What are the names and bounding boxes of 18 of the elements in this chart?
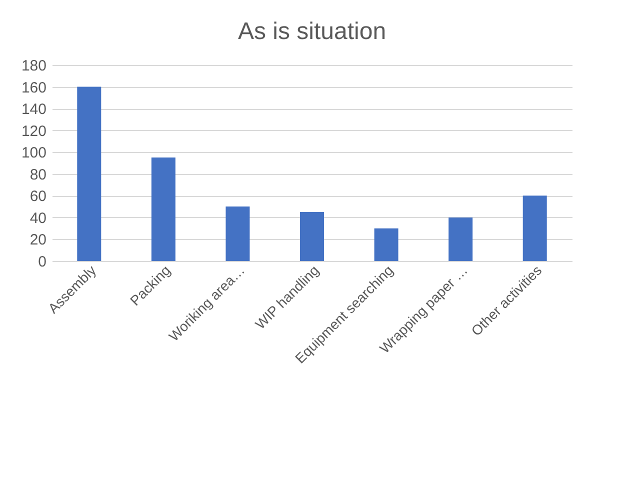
y-tick-label: 80 <box>30 166 46 184</box>
bar <box>226 206 250 261</box>
bar <box>77 86 102 261</box>
y-tick-label: 0 <box>38 254 46 270</box>
y-tick-label: 120 <box>21 122 46 140</box>
y-tick-label: 160 <box>21 79 46 96</box>
chart-title: As is situation <box>238 18 386 45</box>
y-tick-label: 60 <box>30 188 46 206</box>
bar <box>151 158 176 261</box>
bar <box>374 228 398 261</box>
y-tick-label: 40 <box>30 210 46 227</box>
y-tick-label: 20 <box>30 232 46 249</box>
bar <box>522 196 547 261</box>
bar <box>448 217 473 261</box>
bar <box>300 212 324 261</box>
y-tick-label: 100 <box>21 144 46 162</box>
y-tick-label: 180 <box>21 58 46 74</box>
y-tick-label: 140 <box>21 101 46 118</box>
